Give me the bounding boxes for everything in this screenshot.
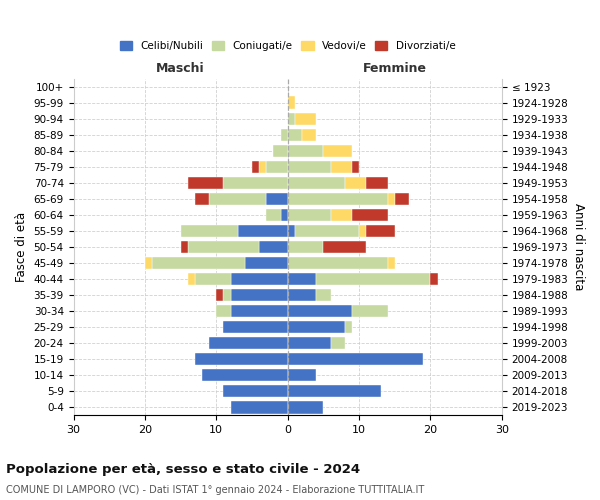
Bar: [188, 176, 223, 189]
Bar: [195, 353, 287, 366]
Bar: [181, 224, 238, 237]
Bar: [223, 176, 287, 189]
Bar: [266, 192, 287, 205]
Bar: [281, 208, 287, 221]
Bar: [287, 160, 331, 173]
Bar: [388, 257, 395, 270]
Bar: [331, 337, 345, 349]
Bar: [287, 385, 380, 398]
Bar: [217, 305, 230, 318]
Bar: [352, 305, 388, 318]
Legend: Celibi/Nubili, Coniugati/e, Vedovi/e, Divorziati/e: Celibi/Nubili, Coniugati/e, Vedovi/e, Di…: [116, 37, 460, 56]
Bar: [316, 289, 331, 302]
Bar: [287, 192, 388, 205]
Bar: [287, 353, 424, 366]
Bar: [202, 369, 287, 382]
Bar: [217, 289, 223, 302]
Bar: [345, 321, 352, 334]
Bar: [252, 160, 259, 173]
Bar: [287, 208, 331, 221]
Bar: [274, 144, 287, 157]
Bar: [331, 208, 352, 221]
Bar: [295, 224, 359, 237]
Bar: [388, 192, 395, 205]
Bar: [266, 208, 281, 221]
Bar: [287, 176, 345, 189]
Bar: [287, 257, 388, 270]
Bar: [152, 257, 245, 270]
Bar: [287, 369, 316, 382]
Text: Femmine: Femmine: [363, 62, 427, 76]
Bar: [323, 240, 366, 253]
Bar: [395, 192, 409, 205]
Bar: [366, 224, 395, 237]
Text: Popolazione per età, sesso e stato civile - 2024: Popolazione per età, sesso e stato civil…: [6, 462, 360, 475]
Bar: [181, 240, 188, 253]
Bar: [238, 224, 287, 237]
Bar: [287, 240, 323, 253]
Bar: [287, 305, 352, 318]
Bar: [345, 176, 366, 189]
Bar: [287, 289, 316, 302]
Bar: [209, 192, 266, 205]
Bar: [266, 160, 287, 173]
Bar: [259, 240, 287, 253]
Bar: [430, 273, 437, 285]
Bar: [223, 385, 287, 398]
Bar: [323, 144, 352, 157]
Bar: [352, 208, 388, 221]
Bar: [287, 337, 331, 349]
Bar: [287, 144, 323, 157]
Bar: [287, 321, 345, 334]
Bar: [287, 401, 323, 413]
Bar: [287, 112, 295, 125]
Y-axis label: Anni di nascita: Anni di nascita: [572, 204, 585, 290]
Bar: [188, 240, 259, 253]
Bar: [281, 128, 287, 141]
Bar: [366, 176, 388, 189]
Bar: [287, 128, 302, 141]
Bar: [209, 337, 287, 349]
Text: Maschi: Maschi: [156, 62, 205, 76]
Bar: [331, 160, 352, 173]
Bar: [223, 321, 287, 334]
Bar: [188, 273, 195, 285]
Text: COMUNE DI LAMPORO (VC) - Dati ISTAT 1° gennaio 2024 - Elaborazione TUTTITALIA.IT: COMUNE DI LAMPORO (VC) - Dati ISTAT 1° g…: [6, 485, 424, 495]
Bar: [195, 192, 209, 205]
Bar: [230, 273, 287, 285]
Bar: [287, 96, 295, 109]
Bar: [259, 160, 266, 173]
Bar: [223, 289, 230, 302]
Bar: [287, 273, 316, 285]
Bar: [359, 224, 366, 237]
Bar: [352, 160, 359, 173]
Bar: [287, 224, 295, 237]
Bar: [145, 257, 152, 270]
Bar: [302, 128, 316, 141]
Bar: [316, 273, 430, 285]
Bar: [230, 401, 287, 413]
Bar: [195, 273, 230, 285]
Bar: [245, 257, 287, 270]
Bar: [295, 112, 316, 125]
Bar: [230, 305, 287, 318]
Y-axis label: Fasce di età: Fasce di età: [15, 212, 28, 282]
Bar: [230, 289, 287, 302]
